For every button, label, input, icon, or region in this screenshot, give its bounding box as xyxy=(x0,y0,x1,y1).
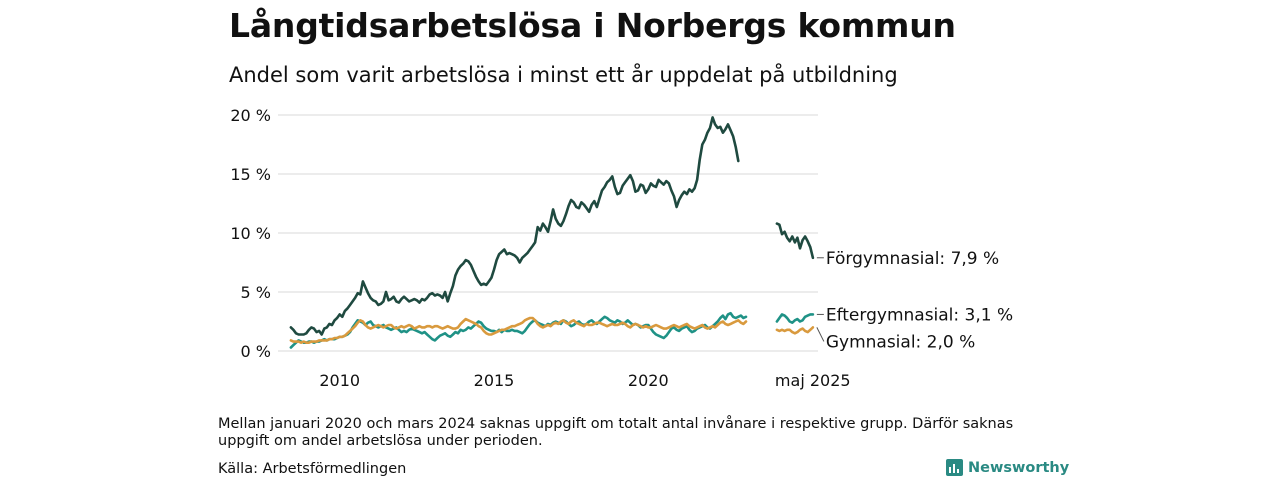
x-tick-label: 2010 xyxy=(319,371,360,390)
series-line xyxy=(775,222,815,260)
y-tick-label: 10 % xyxy=(230,224,271,243)
chart-subtitle: Andel som varit arbetslösa i minst ett å… xyxy=(229,63,898,87)
series-line xyxy=(775,313,815,325)
series-end-label: Gymnasial: 2,0 % xyxy=(826,332,975,352)
series-line xyxy=(775,326,815,335)
y-tick-label: 20 % xyxy=(230,106,271,125)
y-tick-label: 0 % xyxy=(241,342,271,361)
chart-title: Långtidsarbetslösa i Norbergs kommun xyxy=(229,6,956,45)
series-line xyxy=(289,311,748,349)
x-tick-label: maj 2025 xyxy=(775,371,851,390)
series-end-label: Förgymnasial: 7,9 % xyxy=(826,249,999,269)
y-tick-label: 15 % xyxy=(230,165,271,184)
brand-name: Newsworthy xyxy=(968,459,1070,476)
brand-logo: Newsworthy xyxy=(946,459,1069,476)
footnote: Mellan januari 2020 och mars 2024 saknas… xyxy=(218,416,1014,449)
series-line xyxy=(289,316,748,345)
series-end-label: Eftergymnasial: 3,1 % xyxy=(826,305,1013,325)
newsworthy-icon xyxy=(946,459,963,476)
label-leader xyxy=(816,327,825,342)
series-line xyxy=(289,116,740,336)
x-tick-label: 2020 xyxy=(628,371,669,390)
source-note: Källa: Arbetsförmedlingen xyxy=(218,461,407,477)
x-tick-label: 2015 xyxy=(474,371,515,390)
y-tick-label: 5 % xyxy=(241,283,271,302)
